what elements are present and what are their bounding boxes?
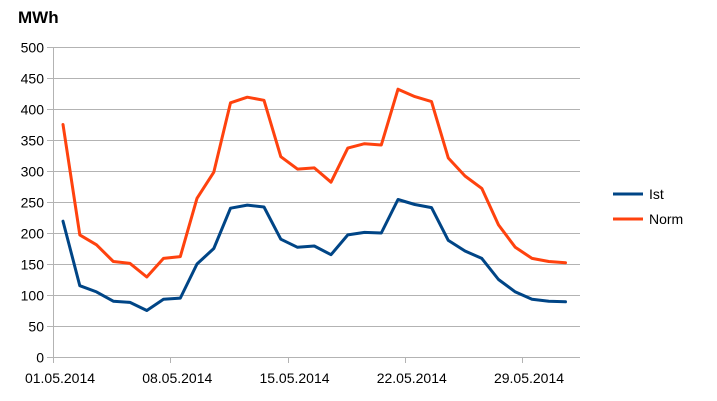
chart-title: MWh — [18, 8, 59, 27]
y-tick-label: 400 — [21, 102, 45, 118]
y-tick-label: 500 — [21, 40, 45, 56]
x-tick-label: 15.05.2014 — [259, 370, 329, 386]
gridlines — [47, 47, 580, 363]
x-tick-label: 08.05.2014 — [142, 370, 212, 386]
y-tick-label: 150 — [21, 257, 45, 273]
series-line-ist — [61, 198, 567, 312]
y-tick-label: 450 — [21, 71, 45, 87]
y-tick-label: 250 — [21, 195, 45, 211]
x-axis-tick-labels: 01.05.2014 08.05.2014 15.05.2014 22.05.2014… — [25, 370, 564, 386]
series-lines — [61, 87, 567, 312]
legend: Ist Norm — [613, 186, 683, 227]
y-tick-label: 300 — [21, 164, 45, 180]
y-tick-label: 0 — [36, 350, 44, 366]
series-line-norm — [61, 87, 567, 279]
y-tick-label: 350 — [21, 133, 45, 149]
x-tick-label: 22.05.2014 — [377, 370, 447, 386]
x-tick-label: 29.05.2014 — [494, 370, 564, 386]
legend-label-norm: Norm — [649, 211, 683, 227]
y-tick-label: 100 — [21, 288, 45, 304]
y-tick-label: 200 — [21, 226, 45, 242]
x-tick-label: 01.05.2014 — [25, 370, 95, 386]
legend-label-ist: Ist — [649, 186, 664, 202]
y-tick-label: 50 — [28, 319, 44, 335]
y-axis-tick-labels: 0 50 100 150 200 250 300 350 400 450 500 — [21, 40, 45, 366]
